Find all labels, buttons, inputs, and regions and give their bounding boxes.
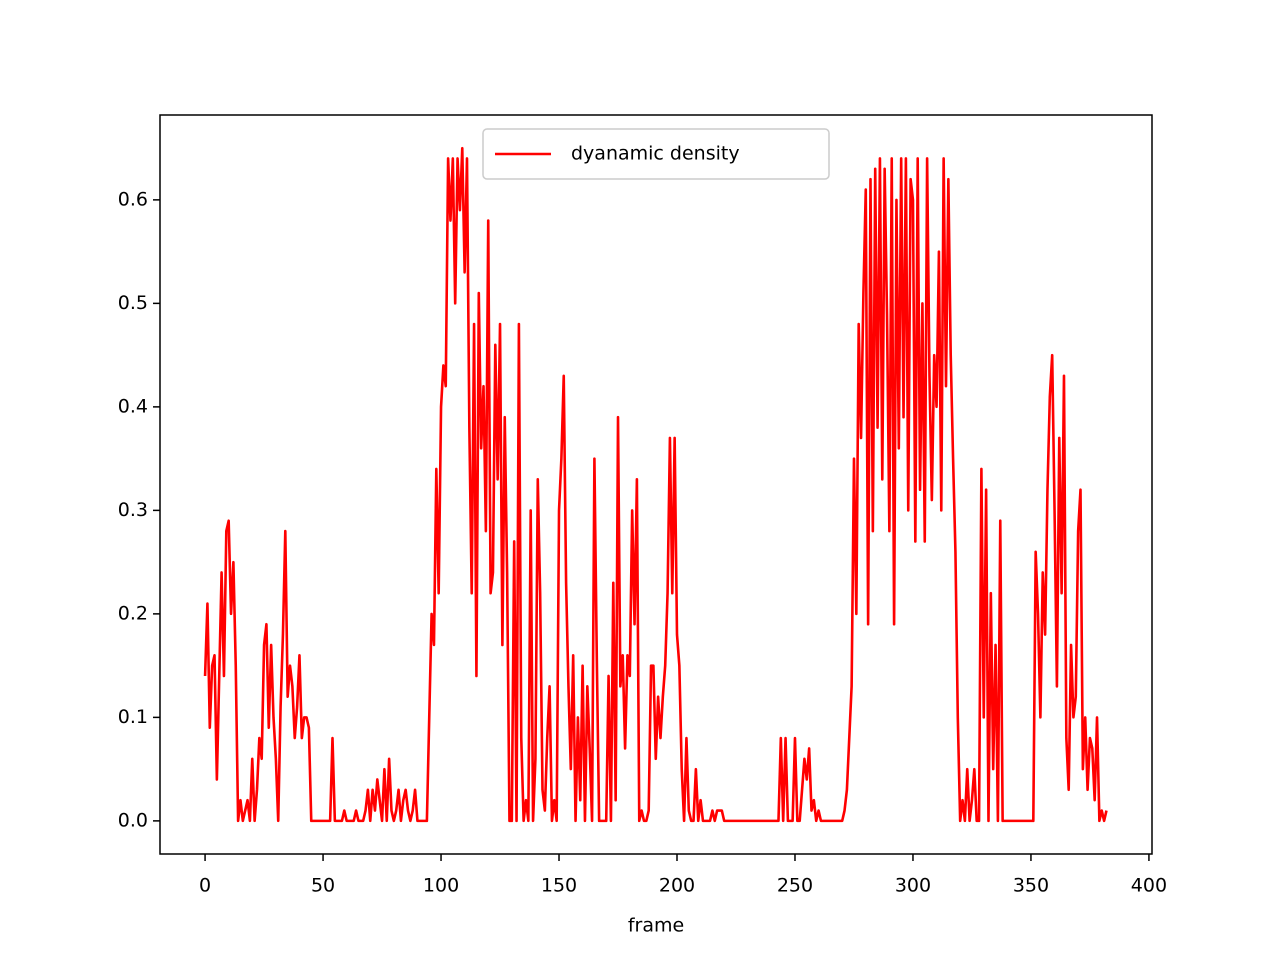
y-tick-label: 0.2 [118, 602, 148, 624]
x-tick-label: 100 [423, 875, 459, 897]
legend-label: dyanamic density [571, 143, 740, 165]
data-line [203, 146, 1108, 823]
x-tick-label: 400 [1131, 875, 1167, 897]
y-tick-label: 0.3 [118, 499, 148, 521]
y-tick-label: 0.6 [118, 188, 148, 210]
x-tick-label: 200 [659, 875, 695, 897]
y-tick-label: 0.0 [118, 809, 148, 831]
x-tick-label: 300 [895, 875, 931, 897]
x-tick-label: 250 [777, 875, 813, 897]
y-tick-label: 0.5 [118, 292, 148, 314]
x-tick-label: 50 [311, 875, 335, 897]
y-tick-label: 0.1 [118, 706, 148, 728]
y-tick-label: 0.4 [118, 395, 148, 417]
legend-box [482, 128, 830, 180]
x-tick-label: 0 [199, 875, 211, 897]
x-axis-label: frame [628, 915, 684, 937]
axes-frame [159, 114, 1153, 855]
x-tick-label: 150 [541, 875, 577, 897]
x-tick-label: 350 [1013, 875, 1049, 897]
